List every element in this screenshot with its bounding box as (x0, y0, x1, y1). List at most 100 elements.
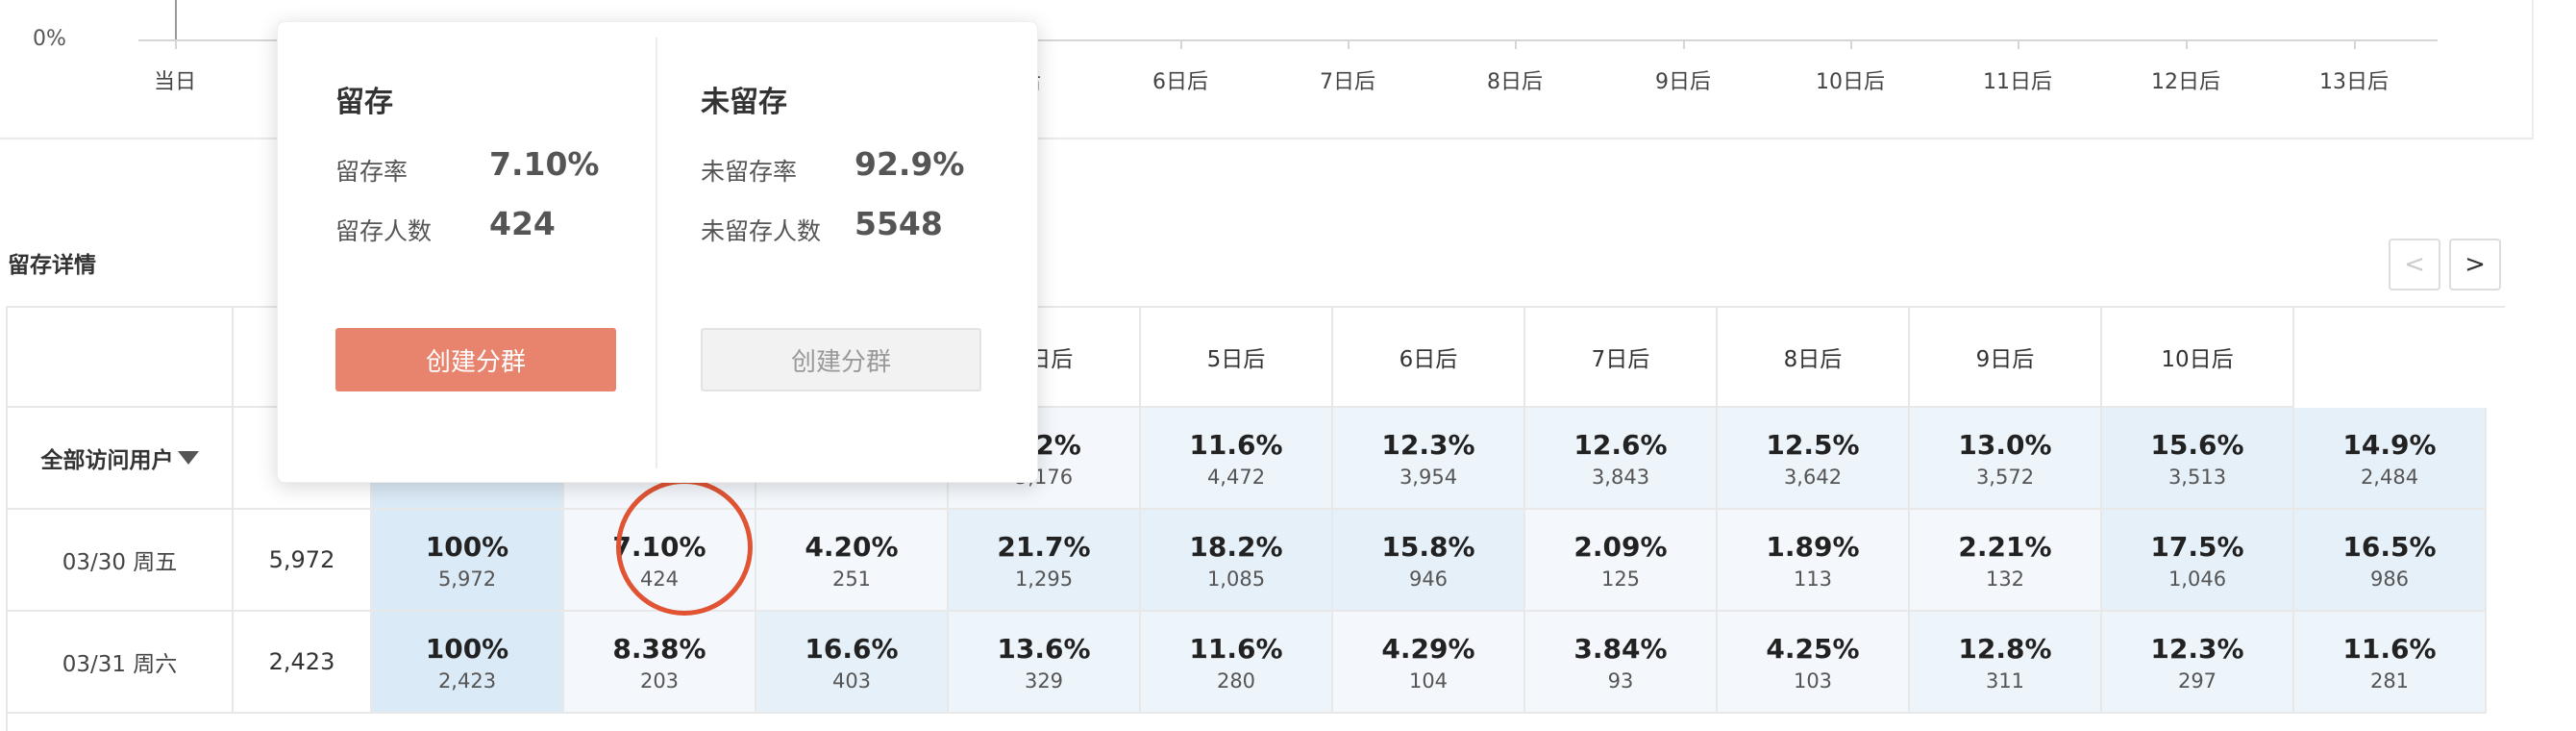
table-header-cell: 8日后 (1718, 308, 1910, 408)
retention-cell[interactable]: 16.6% 403 (756, 612, 949, 714)
retention-rate: 11.6% (2342, 632, 2437, 665)
not-retained-rate-row: 未留存率 92.9% (701, 145, 965, 188)
chart-indicator-line (175, 0, 177, 40)
retention-cell[interactable]: 100% 5,972 (372, 510, 564, 612)
next-page-button[interactable]: > (2449, 239, 2501, 290)
not-retained-count-value: 5548 (855, 205, 943, 242)
group-selector[interactable]: 全部访问用户 (8, 408, 234, 510)
chart-y-label: 0% (33, 27, 66, 51)
table-header-cell: 9日后 (1910, 308, 2102, 408)
retained-count-label: 留存人数 (335, 217, 433, 245)
retention-count: 132 (1985, 567, 2025, 591)
retention-rate: 16.5% (2342, 530, 2437, 563)
row-user-count: 2,423 (234, 612, 372, 714)
retention-cell[interactable]: 11.6% 280 (1141, 612, 1333, 714)
not-retained-panel: 未留存 未留存率 92.9% 未留存人数 5548 创建分群 (701, 22, 1008, 482)
retention-rate: 2.21% (1958, 530, 2052, 563)
retention-rate: 17.5% (2150, 530, 2244, 563)
retention-count: 2,484 (2360, 465, 2419, 489)
retention-cell[interactable]: 12.3% 297 (2102, 612, 2294, 714)
retention-count: 93 (1607, 668, 1634, 693)
retention-rate: 4.25% (1766, 632, 1860, 665)
chart-x-label: 12日后 (2151, 70, 2220, 94)
retention-count: 203 (639, 668, 680, 693)
not-retained-rate-label: 未留存率 (701, 158, 798, 186)
retention-rate: 12.5% (1766, 428, 1860, 461)
retention-rate: 16.6% (805, 632, 899, 665)
chart-x-tick (175, 39, 177, 49)
row-date-label: 03/31 周六 (8, 612, 234, 714)
retention-cell[interactable]: 4.25% 103 (1718, 612, 1910, 714)
retained-title: 留存 (335, 86, 393, 119)
retention-cell[interactable]: 8.38% 203 (564, 612, 756, 714)
retention-count: 986 (2369, 567, 2410, 591)
retention-count: 1,295 (1014, 567, 1074, 591)
chart-x-label: 7日后 (1320, 70, 1375, 94)
prev-page-button[interactable]: < (2389, 239, 2440, 290)
retention-count: 403 (831, 668, 872, 693)
retention-count: 103 (1793, 668, 1833, 693)
retention-cell[interactable]: 13.6% 329 (949, 612, 1141, 714)
table-header-cell: 5日后 (1141, 308, 1333, 408)
retention-cell[interactable]: 15.6% 3,513 (2102, 408, 2294, 510)
chart-x-label: 11日后 (1983, 70, 2052, 94)
retention-cell[interactable]: 15.8% 946 (1333, 510, 1525, 612)
retained-rate-label: 留存率 (335, 158, 409, 186)
chart-x-tick (2018, 39, 2019, 49)
retention-cell[interactable]: 3.84% 93 (1525, 612, 1718, 714)
retention-count: 3,954 (1399, 465, 1458, 489)
retention-cell[interactable]: 4.20% 251 (756, 510, 949, 612)
chart-x-label: 8日后 (1487, 70, 1543, 94)
retention-cell[interactable]: 14.9% 2,484 (2294, 408, 2487, 510)
retention-count: 2,423 (437, 668, 497, 693)
not-retained-rate-value: 92.9% (855, 145, 965, 183)
retention-cell[interactable]: 12.8% 311 (1910, 612, 2102, 714)
retention-cell[interactable]: 18.2% 1,085 (1141, 510, 1333, 612)
retention-count: 3,642 (1783, 465, 1843, 489)
not-retained-count-row: 未留存人数 5548 (701, 205, 943, 247)
chart-x-tick (2186, 39, 2188, 49)
retention-cell[interactable]: 11.6% 4,472 (1141, 408, 1333, 510)
retention-count: 3,843 (1591, 465, 1650, 489)
table-row[interactable]: 03/30 周五 5,972 100% 5,972 7.10% 424 4.20% 251 21… (8, 510, 2487, 612)
chart-x-label: 当日 (153, 70, 197, 94)
caret-down-icon[interactable] (177, 451, 199, 465)
retention-cell[interactable]: 12.5% 3,642 (1718, 408, 1910, 510)
table-row[interactable]: 03/31 周六 2,423 100% 2,423 8.38% 203 16.6% 403 13… (8, 612, 2487, 714)
retention-rate: 11.6% (1189, 428, 1283, 461)
retained-count-row: 留存人数 424 (335, 205, 556, 247)
retention-cell[interactable]: 2.09% 125 (1525, 510, 1718, 612)
retention-rate: 12.6% (1573, 428, 1668, 461)
retention-cell[interactable]: 11.6% 281 (2294, 612, 2487, 714)
retention-rate: 15.8% (1381, 530, 1475, 563)
retention-cell[interactable]: 12.6% 3,843 (1525, 408, 1718, 510)
retention-count: 104 (1408, 668, 1449, 693)
retention-rate: 4.20% (805, 530, 899, 563)
retained-panel: 留存 留存率 7.10% 留存人数 424 创建分群 (335, 22, 643, 482)
retention-count: 4,472 (1206, 465, 1266, 489)
retained-rate-row: 留存率 7.10% (335, 145, 600, 188)
retention-cell[interactable]: 16.5% 986 (2294, 510, 2487, 612)
retention-count: 3,513 (2167, 465, 2227, 489)
retention-cell[interactable]: 2.21% 132 (1910, 510, 2102, 612)
retention-cell[interactable]: 13.0% 3,572 (1910, 408, 2102, 510)
retention-cell[interactable]: 17.5% 1,046 (2102, 510, 2294, 612)
chart-x-axis (138, 39, 2438, 41)
retention-rate: 18.2% (1189, 530, 1283, 563)
retention-cell[interactable]: 1.89% 113 (1718, 510, 1910, 612)
retention-cell[interactable]: 21.7% 1,295 (949, 510, 1141, 612)
section-title: 留存详情 (8, 253, 96, 278)
retention-count: 125 (1600, 567, 1641, 591)
retention-count: 113 (1793, 567, 1833, 591)
retention-cell[interactable]: 4.29% 104 (1333, 612, 1525, 714)
chart-x-label: 13日后 (2319, 70, 2389, 94)
retention-count: 281 (2369, 668, 2410, 693)
retention-count: 297 (2177, 668, 2217, 693)
retention-rate: 4.29% (1381, 632, 1475, 665)
retention-cell[interactable]: 12.3% 3,954 (1333, 408, 1525, 510)
retention-count: 3,572 (1975, 465, 2035, 489)
retention-rate: 12.8% (1958, 632, 2052, 665)
create-segment-button-retained[interactable]: 创建分群 (335, 328, 616, 391)
retention-cell[interactable]: 100% 2,423 (372, 612, 564, 714)
create-segment-button-not-retained[interactable]: 创建分群 (701, 328, 981, 391)
